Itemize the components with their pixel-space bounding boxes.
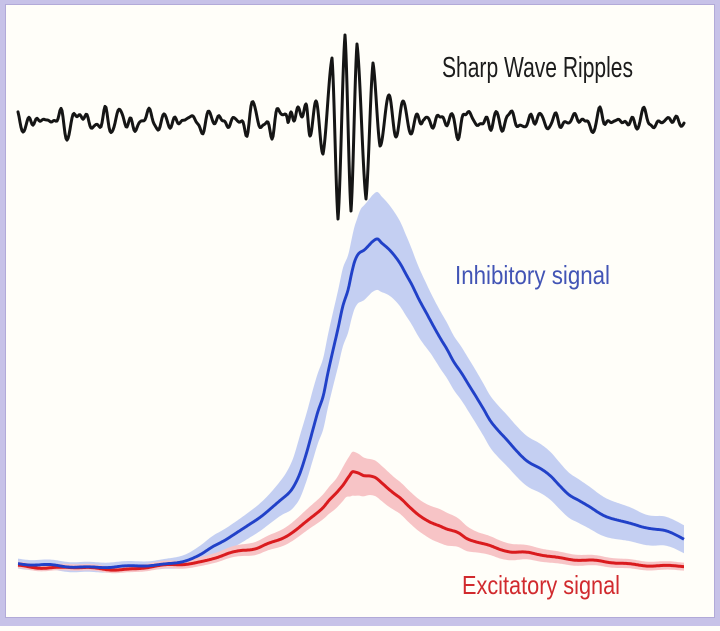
svg-text:Sharp Wave Ripples: Sharp Wave Ripples: [442, 52, 633, 84]
svg-text:Inhibitory signal: Inhibitory signal: [455, 260, 610, 290]
svg-text:Excitatory signal: Excitatory signal: [462, 570, 620, 600]
